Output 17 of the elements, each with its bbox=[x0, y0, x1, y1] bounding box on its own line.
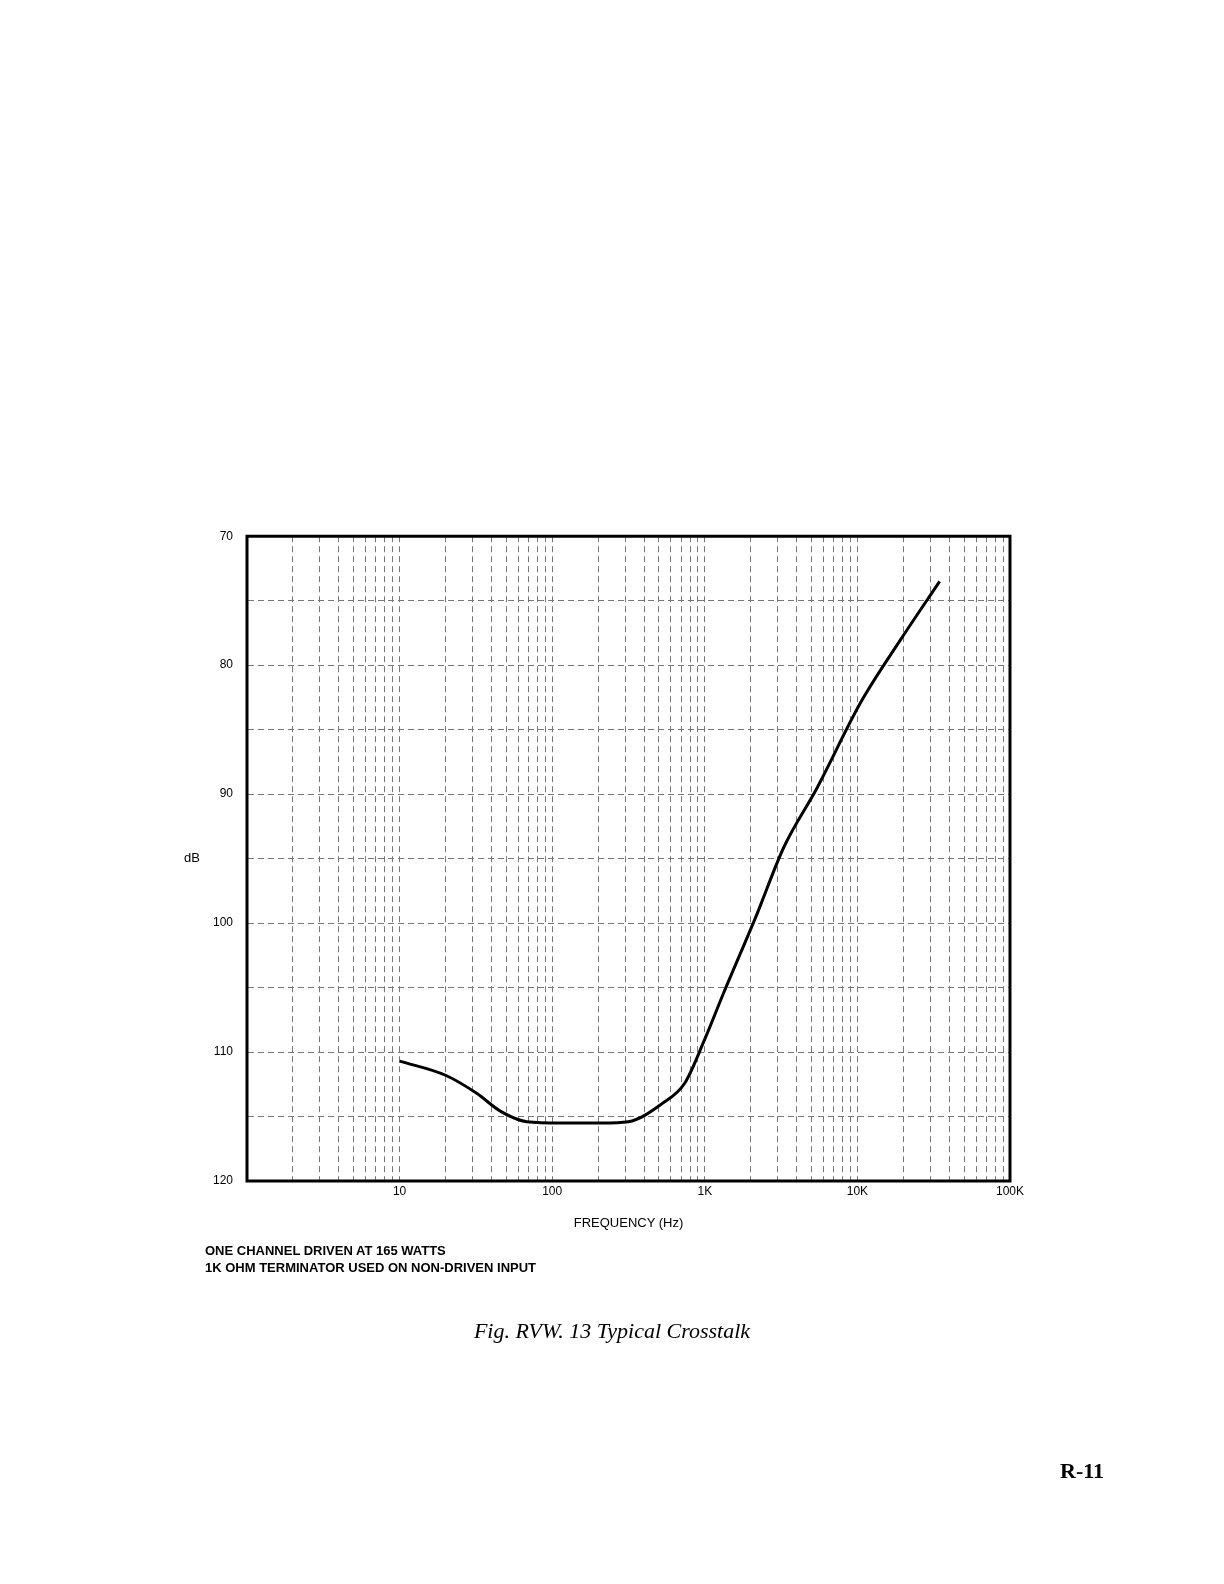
y-axis-title: dB bbox=[184, 850, 200, 866]
x-tick-label: 100K bbox=[995, 1183, 1025, 1198]
text: ONE CHANNEL DRIVEN AT 165 WATTS bbox=[205, 1242, 447, 1259]
y-tick-label: 100 bbox=[212, 915, 234, 930]
x-tick-label: 10K bbox=[846, 1183, 869, 1198]
y-tick-label: 120 bbox=[212, 1173, 234, 1188]
x-tick-label: 100 bbox=[542, 1183, 563, 1198]
text: 1K OHM TERMINATOR USED ON NON-DRIVEN INPUT bbox=[205, 1259, 537, 1276]
x-tick-label: 1K bbox=[697, 1183, 713, 1198]
text: R-11 bbox=[1060, 1458, 1104, 1484]
y-tick-label: 90 bbox=[219, 786, 234, 801]
text: Fig. RVW. 13 Typical Crosstalk bbox=[472, 1318, 752, 1344]
x-axis-title: FREQUENCY (Hz) bbox=[573, 1214, 684, 1230]
y-tick-label: 70 bbox=[219, 528, 234, 543]
y-tick-label: 80 bbox=[219, 657, 234, 672]
x-tick-label: 10 bbox=[392, 1183, 407, 1198]
y-tick-label: 110 bbox=[213, 1044, 234, 1059]
